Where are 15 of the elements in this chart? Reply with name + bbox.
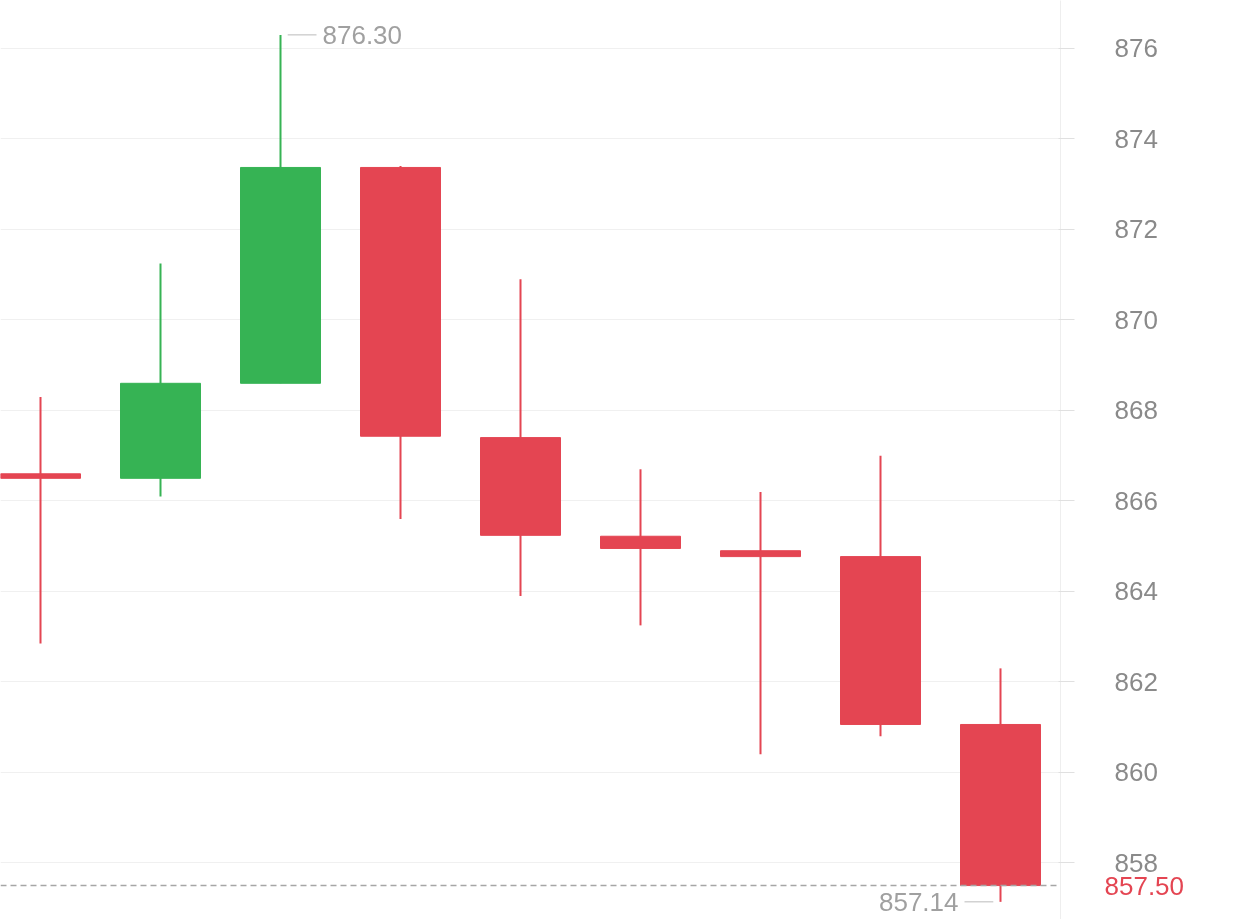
y-tick-label: 866 bbox=[1114, 485, 1158, 516]
y-tick-label: 876 bbox=[1114, 33, 1158, 64]
y-tick-label: 868 bbox=[1114, 395, 1158, 426]
y-tick-label: 874 bbox=[1114, 123, 1158, 154]
candlestick bbox=[0, 395, 81, 645]
annotation: 876.30 bbox=[322, 19, 403, 50]
candlestick bbox=[720, 490, 801, 756]
y-tick-label: 864 bbox=[1114, 576, 1158, 607]
candlestick bbox=[600, 468, 681, 627]
y-tick-label: 860 bbox=[1114, 757, 1158, 788]
y-tick-label: 858 bbox=[1114, 847, 1158, 878]
y-tick-label: 870 bbox=[1114, 304, 1158, 335]
y-tick-label: 862 bbox=[1114, 666, 1158, 697]
annotation: 857.14 bbox=[878, 886, 959, 917]
y-tick-label: 872 bbox=[1114, 214, 1158, 245]
